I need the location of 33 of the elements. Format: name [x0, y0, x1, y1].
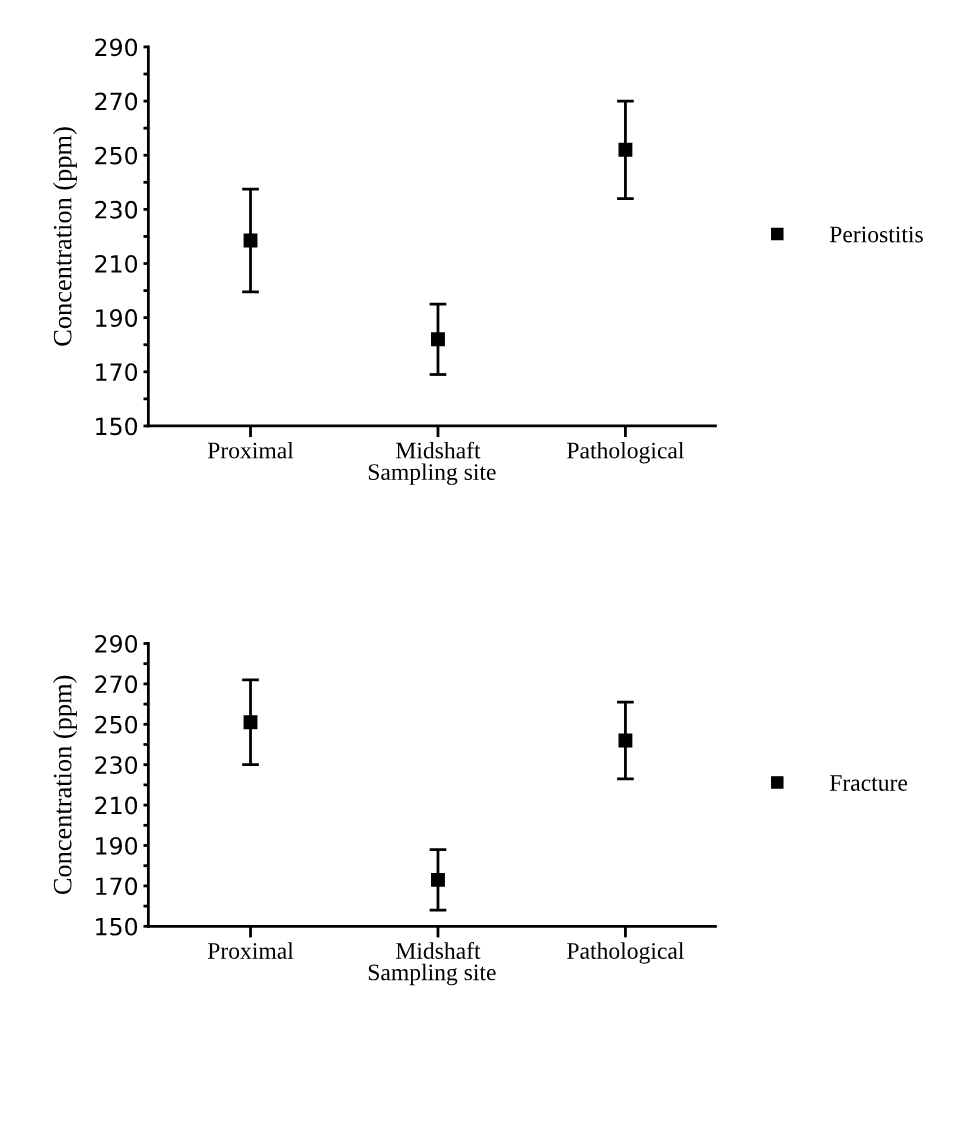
x-tick-label: Proximal [207, 942, 294, 959]
point [618, 733, 633, 748]
x-tick-label: Midshaft [396, 942, 481, 959]
y-tick-label: 150 [96, 417, 138, 436]
y-tick-label: 150 [96, 917, 138, 936]
x-tick-label: Midshaft [396, 441, 481, 459]
y-axis-title: Concentration (ppm) [52, 675, 77, 895]
y-tick-label: 170 [96, 363, 138, 382]
x-axis-title: Sampling site [368, 963, 496, 986]
y-tick-label: 170 [96, 877, 138, 896]
y-tick-label: 210 [95, 796, 138, 815]
y-tick-label: 270 [95, 675, 138, 694]
legend-label: Fracture [829, 775, 908, 791]
y-tick-label: 230 [95, 756, 138, 774]
y-tick-label: 290 [95, 38, 138, 57]
legend-label: Periostitis [829, 226, 923, 243]
y-tick-label: 190 [96, 836, 138, 855]
x-tick-label: Pathological [567, 441, 684, 464]
y-tick-label: 270 [95, 92, 138, 111]
x-axis-title: Sampling site [368, 463, 496, 485]
y-tick-label: 230 [95, 200, 138, 219]
y-tick-label: 250 [95, 715, 138, 734]
point [618, 142, 633, 157]
y-axis-title: Concentration (ppm) [52, 127, 77, 346]
y-tick-label: 190 [96, 309, 138, 327]
x-tick-label: Proximal [207, 441, 294, 459]
y-tick-label: 210 [95, 254, 138, 273]
y-tick-label: 250 [95, 146, 138, 165]
y-tick-label: 290 [95, 634, 138, 653]
point [243, 715, 258, 730]
point [431, 332, 445, 347]
x-tick-label: Pathological [567, 942, 684, 964]
point [431, 872, 445, 887]
